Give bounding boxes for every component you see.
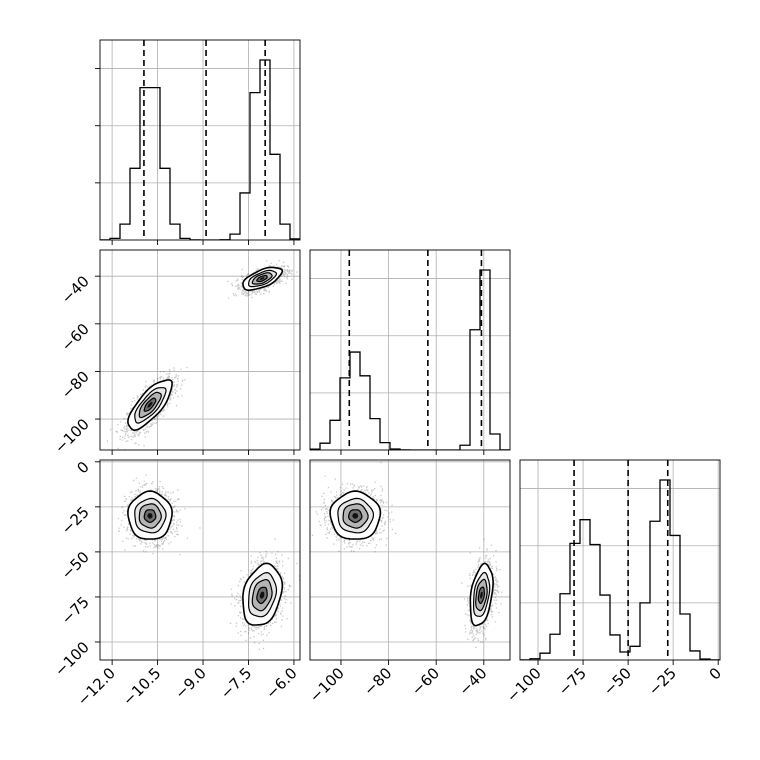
- pair-2_1-mode-0-contour-4: [352, 513, 359, 519]
- ylabel-row1-0: −100: [51, 415, 93, 457]
- ylabel-row2-1: −75: [58, 593, 93, 628]
- histogram-1: [310, 269, 510, 450]
- pair-2_0-scatter-points: [117, 474, 300, 650]
- ylabel-row1-2: −60: [58, 320, 93, 355]
- ylabel-row2-3: −25: [58, 503, 93, 538]
- scatter-panel-2-1-content: [310, 460, 510, 660]
- histogram-0: [100, 59, 300, 240]
- xlabel-col0-2: −9.0: [171, 664, 209, 702]
- xlabel-col2-1: −75: [555, 664, 590, 699]
- hist-0-frame: [99, 39, 301, 241]
- xlabel-col1-0: −100: [306, 664, 348, 706]
- xlabel-col0-4: −6.0: [262, 664, 300, 702]
- pair-1_0-mode-1-contour-4: [259, 277, 265, 280]
- ylabel-row2-4: 0: [73, 458, 92, 477]
- xlabel-col1-3: −40: [456, 664, 491, 699]
- xlabel-col2-3: −25: [645, 664, 680, 699]
- hist-panel-2: [519, 459, 721, 665]
- xlabel-col0-1: −10.5: [119, 664, 164, 709]
- scatter-panel-2-0-content: [100, 460, 300, 660]
- ylabel-row1-3: −40: [58, 272, 93, 307]
- hist-2-frame: [519, 459, 721, 661]
- hist-panel-0: [95, 39, 301, 245]
- scatter-panel-2-1: [309, 459, 511, 665]
- hist-1-frame: [309, 249, 511, 451]
- pair-1_0-frame: [99, 249, 301, 451]
- pair-2_0-mode-1-contour-4: [259, 591, 265, 599]
- ylabel-row1-1: −80: [58, 368, 93, 403]
- histogram-2: [520, 479, 720, 660]
- pair-1_0-mode-0-contour-4: [147, 401, 153, 408]
- scatter-panel-2-0: [95, 459, 301, 665]
- xlabel-col2-4: 0: [706, 664, 725, 683]
- pair-2_1-frame: [309, 459, 511, 661]
- xlabel-col2-0: −100: [503, 664, 545, 706]
- scatter-panel-1-0: [95, 249, 301, 455]
- xlabel-col0-3: −7.5: [217, 664, 255, 702]
- ylabel-row2-0: −100: [51, 638, 93, 680]
- xlabel-col0-0: −12.0: [74, 664, 119, 709]
- pair-2_1-mode-1-contour-4: [480, 591, 483, 599]
- ylabel-row2-2: −50: [58, 548, 93, 583]
- xlabel-col1-2: −60: [408, 664, 443, 699]
- scatter-panel-1-0-content: [100, 250, 300, 450]
- hist-panel-1: [309, 249, 511, 455]
- pair-2_0-mode-0-contour-4: [147, 513, 153, 519]
- xlabel-col1-1: −80: [360, 664, 395, 699]
- xlabel-col2-2: −50: [600, 664, 635, 699]
- pair-2_0-frame: [99, 459, 301, 661]
